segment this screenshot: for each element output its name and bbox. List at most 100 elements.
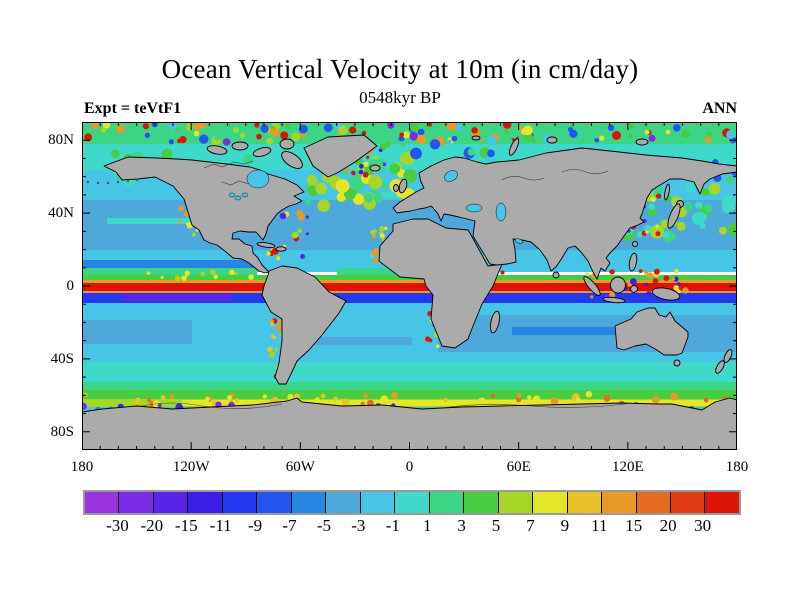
velocity-speckle (177, 219, 182, 224)
velocity-speckle (416, 134, 427, 145)
colorbar-level-label: -3 (351, 516, 366, 535)
arctic-island (279, 138, 295, 150)
velocity-speckle (185, 123, 193, 131)
velocity-speckle (718, 226, 727, 235)
velocity-speckle (521, 128, 528, 135)
velocity-speckle (417, 128, 425, 136)
velocity-speckle (361, 130, 367, 136)
velocity-speckle (647, 207, 657, 217)
continents (82, 134, 737, 450)
velocity-speckle (676, 282, 681, 287)
velocity-speckle (242, 153, 254, 165)
sakhalin (664, 183, 670, 201)
velocity-speckle (384, 140, 392, 148)
ocean-band (82, 390, 737, 399)
persian-gulf (514, 238, 524, 244)
colorbar-cell (291, 492, 327, 513)
velocity-speckle (638, 269, 643, 273)
velocity-speckle (169, 394, 174, 399)
velocity-speckle (270, 334, 275, 338)
velocity-speckle (594, 138, 600, 143)
velocity-speckle (683, 202, 694, 212)
ocean-band (82, 293, 737, 303)
velocity-speckle (200, 271, 206, 277)
velocity-speckle (248, 274, 254, 280)
velocity-speckle (379, 233, 385, 239)
velocity-speckle (652, 278, 659, 284)
madagascar (490, 310, 500, 334)
season-label: ANN (702, 100, 737, 117)
velocity-speckle (727, 222, 737, 236)
caspian-sea (495, 202, 507, 222)
velocity-speckle (676, 221, 686, 231)
velocity-speckle (487, 149, 495, 158)
velocity-speckle (181, 275, 187, 281)
velocity-speckle (585, 391, 593, 398)
velocity-speckle (532, 395, 541, 403)
lat-tick-label: 40N (48, 205, 74, 222)
velocity-speckle (695, 201, 703, 209)
velocity-speckle (503, 122, 512, 129)
velocity-speckle (266, 137, 274, 145)
velocity-speckle (628, 134, 634, 139)
velocity-speckle (269, 351, 276, 358)
velocity-speckle (363, 161, 369, 167)
velocity-speckle (157, 403, 162, 408)
velocity-speckle (665, 129, 671, 135)
new-guinea (651, 287, 681, 301)
velocity-speckle (297, 228, 302, 233)
sumatra (583, 276, 601, 296)
velocity-speckle (256, 133, 262, 140)
velocity-speckle (338, 125, 348, 135)
velocity-speckle (323, 123, 333, 133)
velocity-speckle (670, 392, 679, 401)
colorbar-level-label: 11 (591, 516, 608, 535)
hudson-bay (246, 169, 270, 189)
java (602, 296, 626, 304)
velocity-speckle (284, 123, 291, 130)
velocity-speckle (270, 319, 274, 323)
velocity-speckle (446, 122, 457, 131)
velocity-speckle (144, 132, 151, 138)
tasmania (673, 359, 681, 367)
velocity-speckle (381, 238, 385, 242)
velocity-speckle (648, 134, 656, 142)
velocity-speckle (84, 133, 93, 142)
velocity-speckle (603, 395, 611, 402)
colorbar-cell (705, 492, 739, 513)
colorbar-cell (360, 492, 396, 513)
velocity-speckle (91, 122, 99, 130)
ocean-band (312, 337, 412, 345)
velocity-speckle (358, 169, 364, 175)
colorbar-level-label: 7 (526, 516, 535, 535)
velocity-speckle (662, 231, 670, 238)
velocity-speckle (345, 191, 354, 201)
colorbar-level-label: 15 (625, 516, 643, 535)
velocity-speckle (380, 395, 389, 404)
lon-tick-label: 60W (285, 459, 315, 475)
africa (378, 218, 503, 349)
page-title: Ocean Vertical Velocity at 10m (in cm/da… (161, 54, 639, 84)
colorbar-level-label: -20 (140, 516, 164, 535)
velocity-speckle (134, 397, 141, 404)
velocity-speckle (387, 122, 395, 129)
severnaya-zemlya (546, 136, 558, 144)
novaya-zemlya (508, 138, 520, 156)
velocity-speckle (626, 122, 635, 129)
velocity-speckle (320, 393, 326, 399)
velocity-speckle (409, 131, 419, 141)
velocity-speckle (661, 219, 670, 228)
velocity-speckle (117, 124, 125, 133)
velocity-speckle (372, 229, 377, 234)
velocity-speckle (500, 270, 505, 275)
velocity-speckle (656, 193, 662, 199)
velocity-speckle (644, 129, 650, 135)
velocity-speckle (287, 393, 294, 400)
velocity-speckle (82, 402, 87, 410)
colorbar-cell (498, 492, 534, 513)
colorbar-level-label: 3 (457, 516, 466, 535)
velocity-speckle (363, 193, 374, 203)
velocity-speckle (191, 232, 196, 237)
velocity-speckle (291, 132, 300, 142)
velocity-speckle (609, 269, 615, 275)
